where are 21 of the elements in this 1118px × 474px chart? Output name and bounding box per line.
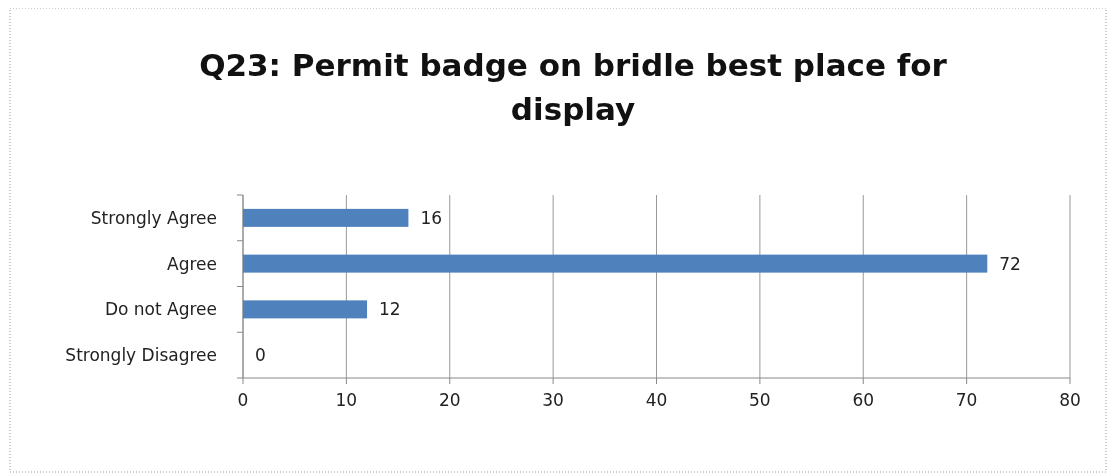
x-tick-label: 30 — [542, 390, 564, 410]
y-tick-label: Strongly Agree — [90, 207, 217, 228]
bar — [243, 300, 368, 319]
chart-title: Q23: Permit badge on bridle best place for display — [199, 47, 948, 127]
x-tick-label: 0 — [237, 390, 249, 410]
x-tick-label: 50 — [749, 390, 771, 410]
x-tick-label: 20 — [438, 390, 461, 410]
x-tick-label: 10 — [335, 390, 358, 410]
x-tick-label: 60 — [852, 390, 875, 410]
bar — [243, 254, 988, 273]
x-tick-label: 80 — [1059, 390, 1081, 410]
y-tick-label: Agree — [167, 253, 217, 274]
y-tick-label: Strongly Disagree — [65, 345, 217, 366]
x-tick-label: 40 — [645, 390, 668, 410]
data-label: 12 — [379, 299, 401, 320]
data-label: 16 — [420, 207, 443, 228]
y-tick-label: Do not Agree — [104, 299, 217, 320]
x-tick-label: 70 — [955, 390, 978, 410]
bar — [243, 208, 409, 227]
data-label: 72 — [999, 253, 1021, 274]
data-label: 0 — [255, 345, 266, 366]
